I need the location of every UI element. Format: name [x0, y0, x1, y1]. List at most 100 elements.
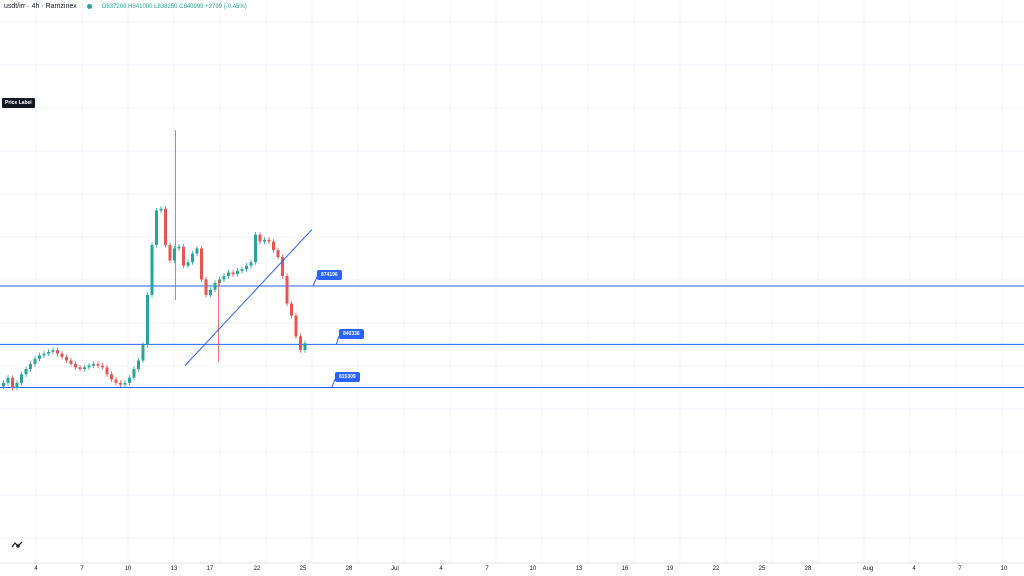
candle-body: [231, 272, 235, 275]
candle-body: [101, 365, 104, 368]
candle-body: [6, 377, 10, 383]
x-tick-label: Aug: [862, 566, 874, 572]
candle-body: [267, 239, 271, 242]
x-tick-label: 28: [804, 566, 812, 572]
x-tick-label: 25: [758, 566, 766, 572]
x-tick-label: 22: [253, 566, 261, 572]
candle-body: [159, 208, 163, 211]
candle-body: [209, 289, 212, 295]
candle-body: [186, 262, 190, 266]
price-label-tag[interactable]: Price Label: [2, 98, 35, 108]
x-tick-label: 7: [485, 566, 489, 572]
candle-body: [155, 210, 158, 245]
candle-body: [2, 382, 5, 387]
candle-body: [87, 365, 91, 368]
level-tag-pointer: [331, 378, 336, 388]
level-tag-pointer: [335, 335, 340, 346]
candle-body: [24, 369, 28, 375]
candle-body: [110, 374, 113, 380]
candle-body: [123, 382, 127, 385]
candle-body: [132, 369, 136, 378]
candle-body: [204, 279, 208, 295]
x-tick-label: 10: [124, 566, 132, 572]
candle-body: [227, 272, 230, 276]
candle-body: [96, 363, 100, 366]
x-tick-label: 4: [34, 566, 38, 572]
candle-body: [182, 246, 185, 266]
candle-body: [218, 279, 221, 283]
candle-body: [74, 363, 77, 368]
candle-body: [15, 382, 19, 389]
candle-body: [195, 248, 199, 254]
candle-body: [146, 294, 149, 345]
x-tick-label: 7: [80, 566, 84, 572]
candle-body: [303, 343, 307, 351]
market-status-icon: [86, 4, 92, 9]
candle-body: [150, 244, 154, 295]
candle-body: [245, 265, 248, 270]
level-tag-pointer: [312, 276, 318, 287]
x-tick-label: 4: [439, 566, 443, 572]
level-tag-874196[interactable]: 874196: [317, 270, 342, 280]
candle-body: [294, 315, 298, 337]
x-tick-label: 19: [666, 566, 674, 572]
candle-body: [60, 353, 64, 358]
x-tick-label: 13: [575, 566, 583, 572]
candle-body: [173, 248, 176, 261]
x-tick-label: 4: [912, 566, 916, 572]
ohlc-values: O837208 H841000 L838250 C840999 +2799 (-…: [101, 3, 247, 10]
x-tick-label: 17: [206, 566, 214, 572]
candle-body: [20, 374, 23, 383]
candle-body: [191, 253, 194, 263]
tradingview-logo-icon: [11, 541, 23, 552]
candle-body: [65, 357, 68, 361]
candle-body: [222, 275, 226, 280]
candle-body: [285, 275, 289, 304]
candle-body: [177, 246, 181, 249]
candle-body: [272, 241, 275, 251]
candle-body: [141, 344, 145, 361]
candle-body: [137, 360, 140, 370]
candle-body: [258, 234, 262, 242]
x-tick-label: 28: [345, 566, 353, 572]
candle-body: [213, 282, 217, 290]
level-tag-815309[interactable]: 815309: [335, 372, 360, 382]
candle-body: [78, 367, 82, 370]
candle-body: [47, 351, 50, 354]
x-tick-label: 25: [299, 566, 307, 572]
candle-body: [281, 257, 284, 276]
x-tick-label: Jul: [391, 566, 399, 572]
candle-body: [164, 208, 167, 245]
candle-body: [263, 239, 266, 242]
candle-body: [290, 303, 293, 316]
x-tick-label: 10: [529, 566, 537, 572]
candle-body: [254, 234, 257, 263]
x-tick-label: 22: [712, 566, 720, 572]
symbol-label: usdt/irr · 4h · Ramzinex: [4, 3, 77, 10]
candle-body: [29, 363, 32, 370]
candle-body: [168, 244, 172, 261]
candle-body: [200, 248, 203, 280]
chart-header: usdt/irr · 4h · Ramzinex O837208 H841000…: [4, 3, 247, 10]
candle-body: [51, 350, 55, 352]
trend-line: [184, 229, 313, 366]
x-tick-label: 10: [1000, 566, 1008, 572]
level-tag-840336[interactable]: 840336: [339, 329, 364, 339]
candle-body: [83, 367, 86, 370]
candle-body: [105, 367, 109, 375]
candle-body: [276, 250, 280, 258]
candle-body: [299, 336, 302, 351]
candle-body: [33, 358, 37, 364]
candle-body: [236, 270, 239, 275]
candle-body: [128, 377, 131, 383]
candle-body: [249, 262, 253, 266]
x-tick-label: 7: [958, 566, 962, 572]
candle-body: [69, 360, 73, 364]
candle-body: [56, 350, 59, 354]
x-tick-label: 16: [621, 566, 629, 572]
candle-body: [119, 382, 122, 385]
candle-body: [11, 377, 14, 389]
candle-body: [114, 379, 118, 383]
candle-body: [42, 353, 46, 356]
